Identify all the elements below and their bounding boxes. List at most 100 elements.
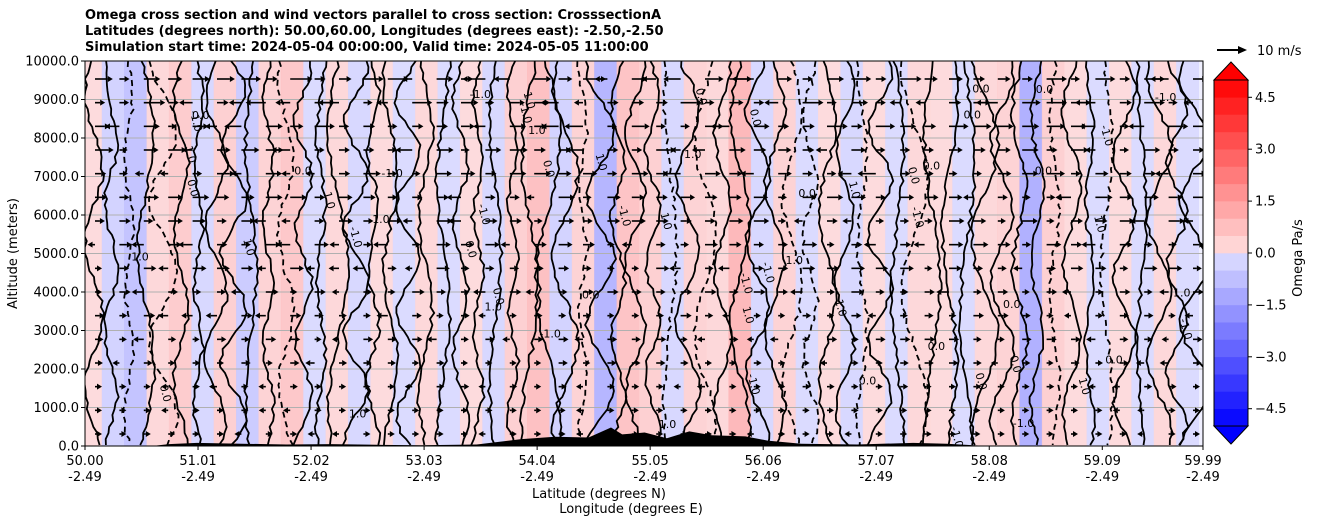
contour-line [1145, 61, 1174, 446]
wind-vector [558, 407, 566, 414]
wind-vector [485, 407, 493, 414]
x-tick-label-lon: -2.49 [746, 470, 780, 485]
wind-vector [95, 431, 102, 437]
wind-vector [509, 123, 527, 130]
wind-vector [1119, 194, 1133, 201]
wind-vector [241, 336, 250, 343]
contour-label: 1.0 [684, 148, 702, 161]
wind-vector [1193, 125, 1203, 128]
wind-vector [680, 194, 696, 201]
wind-vector [485, 99, 495, 106]
wind-vector [525, 289, 535, 295]
wind-vector [534, 265, 544, 272]
y-tick-label: 6000.0 [34, 209, 80, 224]
wind-vector [558, 170, 572, 177]
wind-vector [973, 383, 982, 390]
wind-vector [234, 431, 242, 437]
wind-vector [461, 431, 468, 437]
wind-vector [290, 336, 301, 343]
wind-vector [680, 289, 693, 295]
wind-vector [143, 407, 151, 414]
wind-vector [1144, 312, 1154, 319]
wind-vector [997, 312, 1009, 319]
wind-vector [1022, 431, 1030, 437]
wind-vector [680, 336, 688, 343]
wind-vector [209, 383, 217, 390]
contour-line [550, 61, 581, 446]
wind-vector [900, 289, 909, 295]
wind-vector [1137, 407, 1145, 414]
wind-vector [168, 218, 183, 224]
wind-vector [631, 383, 640, 390]
wind-vector [1150, 76, 1169, 82]
wind-vector [973, 265, 984, 272]
wind-vector [802, 360, 810, 366]
wind-vector [842, 218, 852, 224]
x-tick-label-lat: 53.03 [405, 454, 442, 469]
wind-vector [461, 360, 469, 366]
contour-label: -1.0 [1177, 317, 1195, 341]
contour-line [692, 61, 718, 446]
wind-vector [697, 336, 705, 343]
wind-vector [363, 289, 373, 295]
wind-vector [949, 170, 958, 177]
wind-vector [95, 76, 113, 82]
wind-vector [1046, 431, 1054, 437]
wind-vector [1159, 289, 1169, 295]
wind-vector [217, 218, 227, 224]
contour-line [191, 61, 206, 446]
wind-vector [851, 383, 859, 390]
wind-vector [461, 312, 470, 319]
wind-vector [802, 407, 810, 414]
contour-label: 0.0 [490, 286, 507, 306]
wind-vector [1046, 383, 1055, 390]
wind-vector [95, 383, 102, 390]
wind-vector [436, 241, 451, 248]
wind-vector [119, 170, 128, 177]
wind-vector [802, 99, 824, 106]
x-tick-label-lat: 51.01 [179, 454, 216, 469]
wind-vector [1168, 147, 1179, 153]
wind-vector [851, 147, 866, 153]
wind-vector [558, 289, 568, 295]
wind-vector [339, 123, 350, 130]
wind-vector [339, 312, 347, 319]
wind-vector [949, 76, 963, 82]
wind-vector [607, 147, 619, 153]
wind-vector [387, 218, 402, 224]
wind-vector [949, 241, 964, 248]
wind-vector [851, 241, 863, 248]
contour-label: 1.0 [131, 251, 149, 264]
wind-vector [1168, 99, 1178, 106]
wind-vector [307, 431, 315, 437]
wind-vector [241, 194, 255, 201]
wind-vector [583, 360, 591, 366]
wind-vector [997, 218, 1006, 224]
wind-vector [753, 194, 769, 201]
wind-vector [161, 383, 169, 390]
wind-vector [1071, 407, 1078, 414]
wind-vector [290, 289, 298, 295]
contour-label: 1.0 [832, 298, 849, 318]
wind-vector [485, 360, 493, 366]
wind-vector [241, 360, 251, 366]
x-tick-label-lon: -2.49 [68, 470, 102, 485]
wind-vector [1119, 99, 1132, 106]
wind-vector [705, 170, 721, 177]
wind-vector [924, 360, 934, 366]
x-tick-label-lon: -2.49 [181, 470, 215, 485]
wind-vector [119, 312, 128, 319]
contour-label: 1.0 [485, 300, 503, 313]
wind-vector [1193, 147, 1203, 153]
wind-vector [973, 407, 981, 414]
wind-vector [973, 360, 982, 366]
wind-vector [1119, 265, 1129, 272]
wind-vector [924, 336, 936, 343]
wind-vector [875, 218, 885, 224]
wind-vector [1046, 407, 1054, 414]
wind-vector [802, 123, 815, 130]
wind-vector [1119, 431, 1127, 437]
wind-vector [314, 312, 324, 319]
wind-vector [558, 76, 573, 82]
wind-vector [973, 218, 987, 224]
